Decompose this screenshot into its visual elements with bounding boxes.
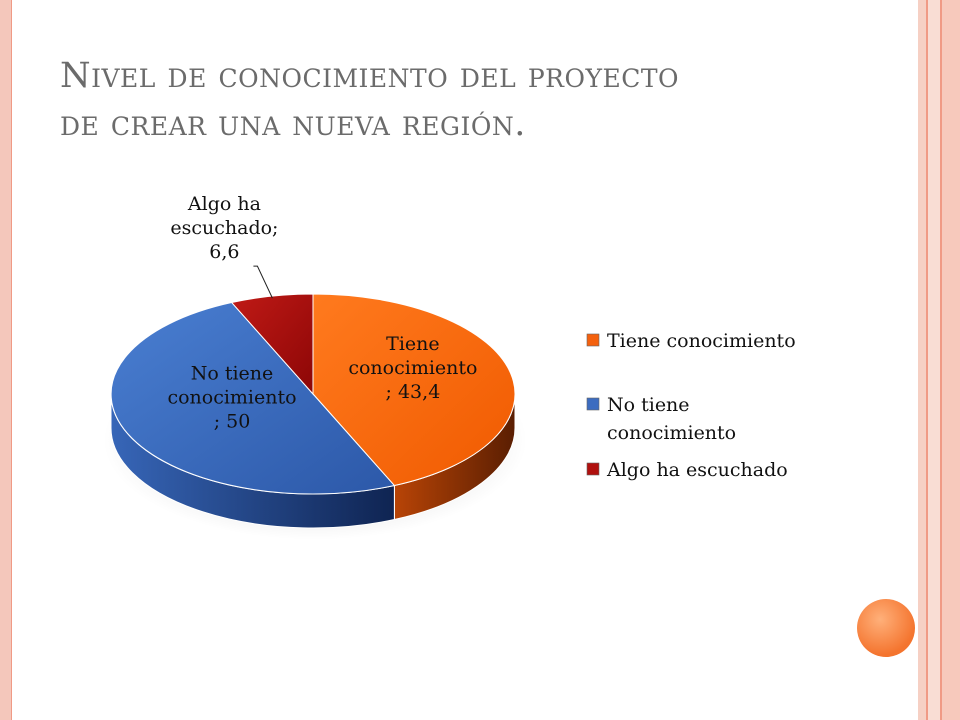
legend-swatch-tiene-conocimiento: [586, 333, 600, 347]
pie-labels: Tiene conocimiento; 43,4 No tiene conocimie…: [167, 193, 477, 432]
left-frame-line: [11, 0, 12, 720]
slide-title-line-1: Nivel de conocimiento del proyecto: [60, 56, 680, 96]
legend-label-algo-ha-escuchado: Algo ha escuchado: [606, 459, 788, 481]
pie-slice-no-tiene-conocimiento: [110, 301, 396, 495]
slide-title-line-2: de crear una nueva región.: [60, 104, 526, 144]
slide-title: Nivel de conocimiento del proyecto de cr…: [60, 52, 880, 148]
right-frame-band-1: [918, 0, 926, 720]
legend-swatch-no-tiene-conocimiento: [586, 397, 600, 411]
data-label-algo-ha-escuchado: Algo ha escuchado; 6,6: [170, 193, 278, 263]
left-frame-band: [0, 0, 11, 720]
right-frame-line-2: [940, 0, 942, 720]
legend-swatch-algo-ha-escuchado: [586, 462, 600, 476]
leader-line-algo-ha-escuchado: [253, 265, 273, 299]
right-frame-line-1: [926, 0, 928, 720]
right-frame-band-3: [942, 0, 960, 720]
pie-tops: [110, 293, 516, 495]
legend-label-no-tiene-conocimiento: No tiene conocimiento: [607, 394, 736, 444]
right-frame-band-2: [928, 0, 940, 720]
data-label-tiene-conocimiento: Tiene conocimiento; 43,4: [348, 333, 477, 403]
decorative-circle: [857, 599, 915, 657]
legend-label-tiene-conocimiento: Tiene conocimiento: [607, 330, 796, 352]
legend: Tiene conocimiento No tiene conocimiento Al…: [586, 330, 796, 481]
data-label-no-tiene-conocimiento: No tiene conocimiento; 50: [167, 362, 296, 432]
pie-slice-tiene-conocimiento: [312, 293, 516, 487]
